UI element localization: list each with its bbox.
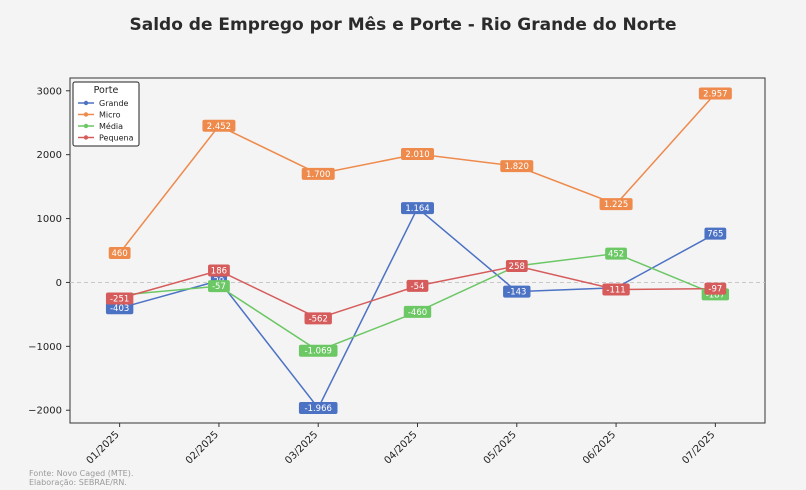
data-label-box bbox=[605, 247, 627, 260]
data-label: 1.225 bbox=[599, 198, 633, 211]
data-label-box bbox=[298, 402, 338, 415]
data-label: -562 bbox=[304, 312, 332, 325]
data-label-text: -460 bbox=[408, 308, 427, 318]
data-label-box bbox=[202, 119, 236, 132]
x-tick-label: 03/2025 bbox=[283, 429, 320, 466]
data-label: 186 bbox=[208, 264, 230, 277]
data-label-box bbox=[599, 198, 633, 211]
data-label: -460 bbox=[403, 305, 432, 318]
data-label-box bbox=[698, 87, 732, 100]
plot-area bbox=[69, 77, 766, 424]
x-tick-label: 06/2025 bbox=[581, 429, 618, 466]
data-label: -111 bbox=[602, 283, 630, 296]
y-tick-label: 1000 bbox=[37, 214, 62, 225]
data-label-text: -54 bbox=[411, 282, 425, 292]
data-label-text: 2.957 bbox=[703, 90, 727, 100]
data-label: -1.966 bbox=[298, 402, 338, 415]
data-label-box bbox=[301, 167, 335, 180]
data-label-box bbox=[406, 279, 429, 292]
data-label-text: 1.164 bbox=[405, 204, 429, 214]
data-label: -143 bbox=[503, 285, 531, 298]
legend-entry-grande: Grande bbox=[99, 99, 129, 108]
data-label-text: -562 bbox=[309, 314, 328, 324]
x-tick-label: 04/2025 bbox=[382, 429, 419, 466]
legend-box bbox=[72, 81, 140, 147]
data-label: -54 bbox=[406, 279, 429, 292]
data-label: -57 bbox=[208, 280, 230, 293]
data-label-text: 2.010 bbox=[405, 150, 429, 160]
x-tick-label: 01/2025 bbox=[85, 429, 122, 466]
data-label-text: 765 bbox=[707, 230, 723, 240]
data-label-box bbox=[602, 283, 630, 296]
data-label-box bbox=[304, 312, 332, 325]
data-label-text: 460 bbox=[112, 249, 128, 259]
x-tick-label: 05/2025 bbox=[482, 429, 519, 466]
data-label: 1.700 bbox=[301, 167, 335, 180]
y-tick-label: 3000 bbox=[37, 86, 62, 97]
data-label-text: -1.069 bbox=[305, 347, 332, 357]
x-tick-label: 02/2025 bbox=[184, 429, 221, 466]
data-label-text: 1.820 bbox=[505, 162, 529, 172]
legend-title: Porte bbox=[94, 85, 119, 96]
legend-entry-média: Média bbox=[99, 121, 123, 131]
data-label: 2.010 bbox=[401, 148, 434, 161]
data-label-text: -187 bbox=[706, 290, 725, 300]
credit-note: Elaboração: SEBRAE/RN. bbox=[29, 478, 127, 487]
data-label: 460 bbox=[108, 247, 131, 260]
data-label: -97 bbox=[704, 282, 727, 295]
data-label-text: 2.452 bbox=[207, 122, 231, 132]
data-label-text: -1.966 bbox=[305, 404, 332, 414]
data-label-box bbox=[208, 264, 230, 277]
data-label-box bbox=[403, 305, 432, 318]
legend-marker bbox=[83, 100, 89, 106]
data-label-box bbox=[108, 247, 131, 260]
data-label-text: -57 bbox=[212, 282, 226, 292]
data-label-text: 1.700 bbox=[306, 170, 330, 180]
data-label-box bbox=[298, 344, 338, 357]
data-label-box bbox=[704, 282, 727, 295]
data-label-text: -97 bbox=[708, 285, 722, 295]
data-label: 1.164 bbox=[401, 202, 434, 215]
source-note: Fonte: Novo Caged (MTE). bbox=[29, 469, 134, 478]
y-tick-label: −1000 bbox=[28, 342, 62, 353]
chart-title: Saldo de Emprego por Mês e Porte - Rio G… bbox=[129, 15, 677, 35]
data-label-text: 1.225 bbox=[604, 200, 628, 210]
data-label-box bbox=[105, 292, 134, 305]
x-tick-label: 07/2025 bbox=[680, 429, 717, 466]
data-label: 452 bbox=[605, 247, 627, 260]
data-label-box bbox=[503, 285, 531, 298]
y-tick-label: 0 bbox=[56, 278, 62, 289]
data-label: 258 bbox=[505, 259, 528, 272]
data-label-box bbox=[500, 160, 534, 173]
data-label: -1.069 bbox=[298, 344, 338, 357]
data-label-box bbox=[401, 148, 434, 161]
data-label-text: 186 bbox=[211, 267, 227, 277]
y-tick-label: 2000 bbox=[37, 150, 62, 161]
y-tick-label: −2000 bbox=[28, 406, 62, 417]
legend-marker bbox=[83, 112, 89, 117]
data-label-text: 258 bbox=[509, 262, 525, 272]
data-label-box bbox=[208, 280, 230, 293]
data-label: 765 bbox=[704, 227, 727, 240]
data-label-text: -111 bbox=[606, 286, 625, 296]
data-label-box bbox=[105, 302, 134, 315]
data-label: -251 bbox=[105, 292, 134, 305]
data-label: 1.820 bbox=[500, 160, 534, 173]
data-label-box bbox=[401, 202, 434, 215]
data-label-text: -403 bbox=[110, 304, 129, 314]
data-label-box bbox=[704, 227, 727, 240]
data-label: 2.452 bbox=[202, 119, 236, 132]
data-label: 2.957 bbox=[698, 87, 732, 100]
data-label-text: -143 bbox=[507, 288, 526, 298]
data-label-box bbox=[505, 259, 528, 272]
legend-marker bbox=[83, 123, 89, 129]
legend-entry-micro: Micro bbox=[99, 111, 121, 120]
legend-entry-pequena: Pequena bbox=[99, 134, 134, 143]
data-label-text: 452 bbox=[608, 250, 624, 260]
data-label: -403 bbox=[105, 302, 134, 315]
data-label-text: -251 bbox=[110, 294, 129, 304]
legend-marker bbox=[83, 135, 89, 140]
